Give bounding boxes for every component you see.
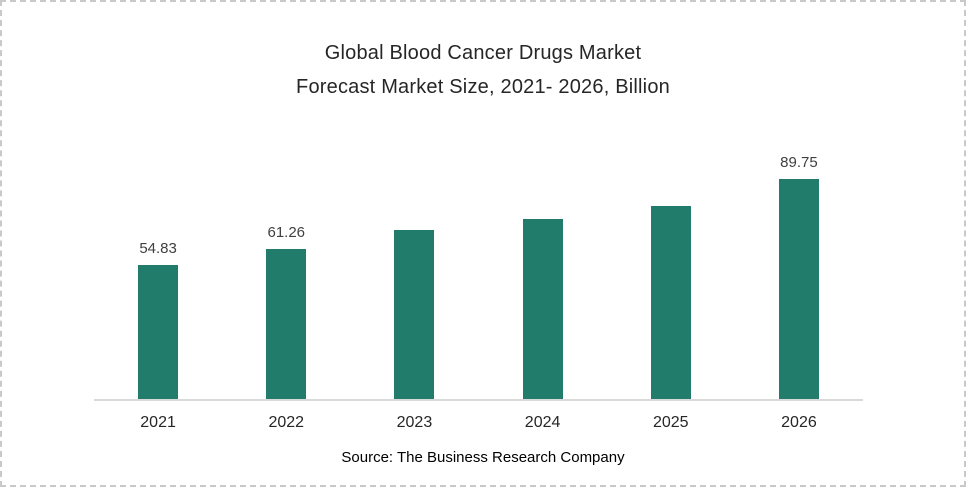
bar-2023 (394, 230, 435, 399)
bar-slot-2021: 54.83 (94, 159, 222, 399)
chart-title-line2: Forecast Market Size, 2021- 2026, Billio… (296, 76, 670, 98)
bar-2021 (138, 265, 179, 399)
bar-slot-2024 (479, 159, 607, 399)
x-tick-label-2022: 2022 (268, 414, 305, 431)
chart-title: Global Blood Cancer Drugs Market Forecas… (2, 36, 964, 104)
x-tick-label-2023: 2023 (396, 414, 433, 431)
x-tick-label-2024: 2024 (524, 414, 561, 431)
bar-slot-2022: 61.26 (222, 159, 350, 399)
x-tick-label-2025: 2025 (652, 414, 689, 431)
x-axis-labels: 2021 2022 2023 2024 2025 2026 (94, 414, 863, 432)
x-tick-label-2026: 2026 (781, 414, 817, 431)
data-label-2026: 89.75 (780, 154, 818, 171)
bar-2026 (778, 179, 819, 399)
bar-slot-2025 (607, 159, 735, 399)
plot-area: 54.83 61.26 89.75 (94, 154, 863, 401)
bar-2025 (650, 206, 691, 399)
data-label-2021: 54.83 (139, 240, 177, 257)
source-caption: Source: The Business Research Company (341, 449, 625, 466)
data-label-2022: 61.26 (267, 224, 306, 241)
x-tick-label-2021: 2021 (140, 414, 176, 431)
bar-2022 (266, 249, 307, 399)
bar-2024 (522, 219, 563, 399)
chart-title-line1: Global Blood Cancer Drugs Market (324, 42, 642, 64)
bar-slot-2026: 89.75 (735, 154, 863, 399)
bar-slot-2023 (350, 159, 478, 399)
